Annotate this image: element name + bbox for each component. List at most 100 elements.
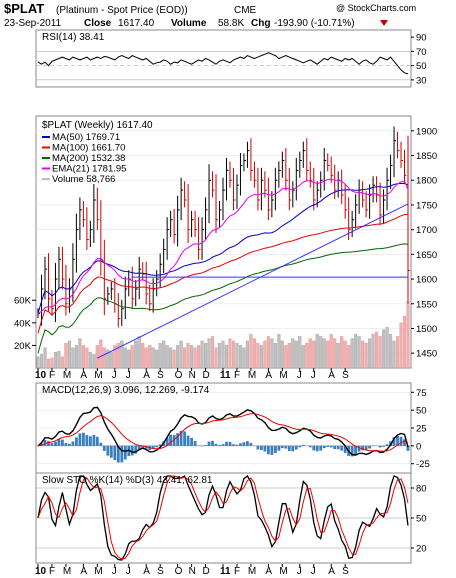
x-tick-label: 11 [220,566,231,577]
x-tick-label: F [49,566,55,577]
macd-histogram-bar [47,441,50,446]
legend-label: MA(200) 1532.38 [52,153,125,164]
x-tick-label: 10 [35,566,47,577]
volume-bar [389,333,393,369]
macd-histogram-bar [130,445,134,456]
volume-bar [263,340,267,369]
volume-bar [312,340,316,369]
volume-bar [106,349,110,369]
volume-bar [354,333,358,369]
macd-histogram-bar [249,442,253,446]
x-tick-label: 11 [220,370,231,381]
x-tick-label: J [297,370,302,381]
sto-tick-label: 20 [416,544,427,555]
exchange-label: CME [234,5,257,16]
x-tick-label: M [248,566,256,577]
macd-histogram-bar [403,439,406,446]
macd-histogram-bar [287,445,291,451]
macd-histogram-bar [291,445,295,452]
macd-histogram-bar [134,445,138,454]
macd-histogram-bar [322,445,326,449]
macd-tick-label: -25 [416,459,430,470]
volume-bar [57,350,61,369]
macd-histogram-bar [75,437,78,446]
moving-average-lines [37,178,409,359]
macd-histogram-bar [207,441,211,446]
price-title: $PLAT (Weekly) 1617.40 [42,120,153,131]
macd-histogram-bar [235,444,239,446]
volume-bar [305,343,309,369]
macd-histogram-bar [183,431,186,446]
macd-signal-line [37,413,409,452]
volume-label: Volume [171,18,207,29]
macd-histogram-bar [364,445,368,451]
volume-bar [249,333,253,369]
volume-bar [190,345,194,369]
volume-bar [50,357,54,369]
x-tick-label: J [126,370,131,381]
volume-bar [402,315,407,369]
legend-label: EMA(21) 1781.95 [52,164,126,175]
ma50-line [37,182,409,314]
close-label: Close [84,18,112,29]
price-tick-label: 1450 [416,349,437,360]
volume-bar [74,345,78,369]
volume-bar [385,327,389,369]
volume-bar [357,336,361,369]
volume-bar [210,336,215,369]
price-tick-label: 1900 [416,126,437,137]
macd-histogram-bar [385,444,389,446]
sto-d-line [37,475,409,560]
volume-bar [46,358,51,369]
macd-title: MACD(12,26,9) 3.096, 12.269, -9.174 [42,385,210,396]
x-tick-label: A [80,370,87,381]
volume-bar [333,338,337,369]
macd-histogram-bar [113,445,117,461]
macd-histogram-bar [71,441,75,446]
volume-bar [120,340,124,369]
macd-histogram-bar [123,445,127,460]
volume-bar [102,347,106,369]
macd-histogram-bar [40,443,43,446]
volume-bar [361,340,365,369]
volume-bar [238,345,243,369]
macd-histogram-bar [120,445,124,463]
volume-bar [291,338,295,369]
sto-title: Slow STO %K(14) %D(3) 43.41, 62.81 [42,475,213,486]
macd-histogram-bar [186,435,190,446]
macd-histogram-bar [294,445,298,450]
x-tick-label: S [157,566,164,577]
x-tick-label: F [49,370,55,381]
macd-tick-label: 50 [416,406,427,417]
volume-bar [67,340,71,369]
rsi-tick-label: 90 [416,33,427,44]
volume-bar [186,343,190,369]
axis-ticks: 90 70 50 30 1900 1850 1800 1750 1700 1650 1600 1550… [14,33,437,555]
symbol-label: $PLAT [4,1,44,16]
macd-histogram-bar [95,436,99,446]
volume-bar [193,347,197,369]
x-tick-label: M [279,566,287,577]
volume-bar [162,340,166,369]
macd-histogram-bar [263,445,267,452]
macd-histogram-bar [298,445,302,448]
volume-bar [85,347,89,369]
macd-histogram-bar [78,433,82,446]
x-tick-label: A [265,566,272,577]
macd-histogram-bar [221,444,225,446]
price-tick-label: 1700 [416,225,437,236]
rsi-tick-label: 70 [416,47,427,58]
volume-bar [301,345,305,369]
price-panel [35,115,412,369]
volume-bar [214,347,218,369]
volume-bar [231,340,236,369]
volume-bar [266,336,270,369]
volume-bar [109,352,113,369]
volume-bar [183,347,187,369]
macd-histogram-bar [82,432,85,446]
macd-histogram-bar [102,445,106,451]
x-tick-label: M [279,370,287,381]
rsi-title: RSI(14) 38.41 [42,32,105,43]
macd-histogram-bar [169,434,172,446]
